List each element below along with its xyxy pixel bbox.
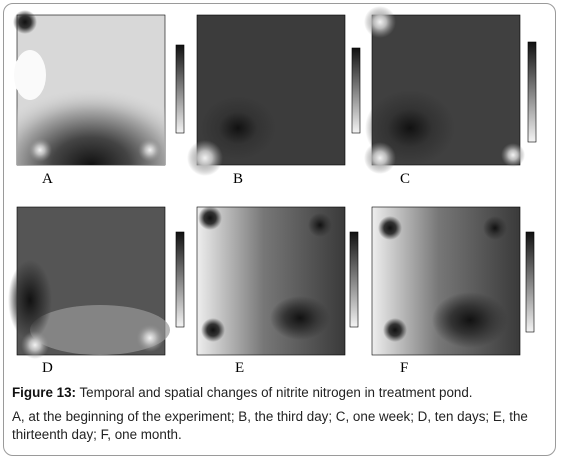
- figure-label: Figure 13:: [12, 385, 76, 400]
- figure-panels: A B C D E F: [8, 6, 537, 376]
- panel-label: A: [42, 171, 53, 187]
- panel-label: E: [235, 360, 244, 376]
- colorbar: [175, 44, 185, 134]
- panel-label: D: [42, 360, 53, 376]
- caption-description: A, at the beginning of the experiment; B…: [12, 409, 528, 442]
- caption-title: Figure 13: Temporal and spatial changes …: [12, 384, 552, 402]
- colorbar: [175, 231, 185, 328]
- colorbar: [527, 41, 537, 143]
- panel-label: F: [400, 360, 408, 376]
- panel-label: B: [233, 171, 243, 187]
- caption: Figure 13: Temporal and spatial changes …: [12, 384, 552, 450]
- figure-frame: [3, 3, 556, 456]
- colorbar: [525, 231, 535, 333]
- colorbar: [351, 47, 361, 134]
- panel-label: C: [400, 171, 410, 187]
- colorbar: [349, 231, 359, 328]
- figure-title: Temporal and spatial changes of nitrite …: [79, 385, 473, 400]
